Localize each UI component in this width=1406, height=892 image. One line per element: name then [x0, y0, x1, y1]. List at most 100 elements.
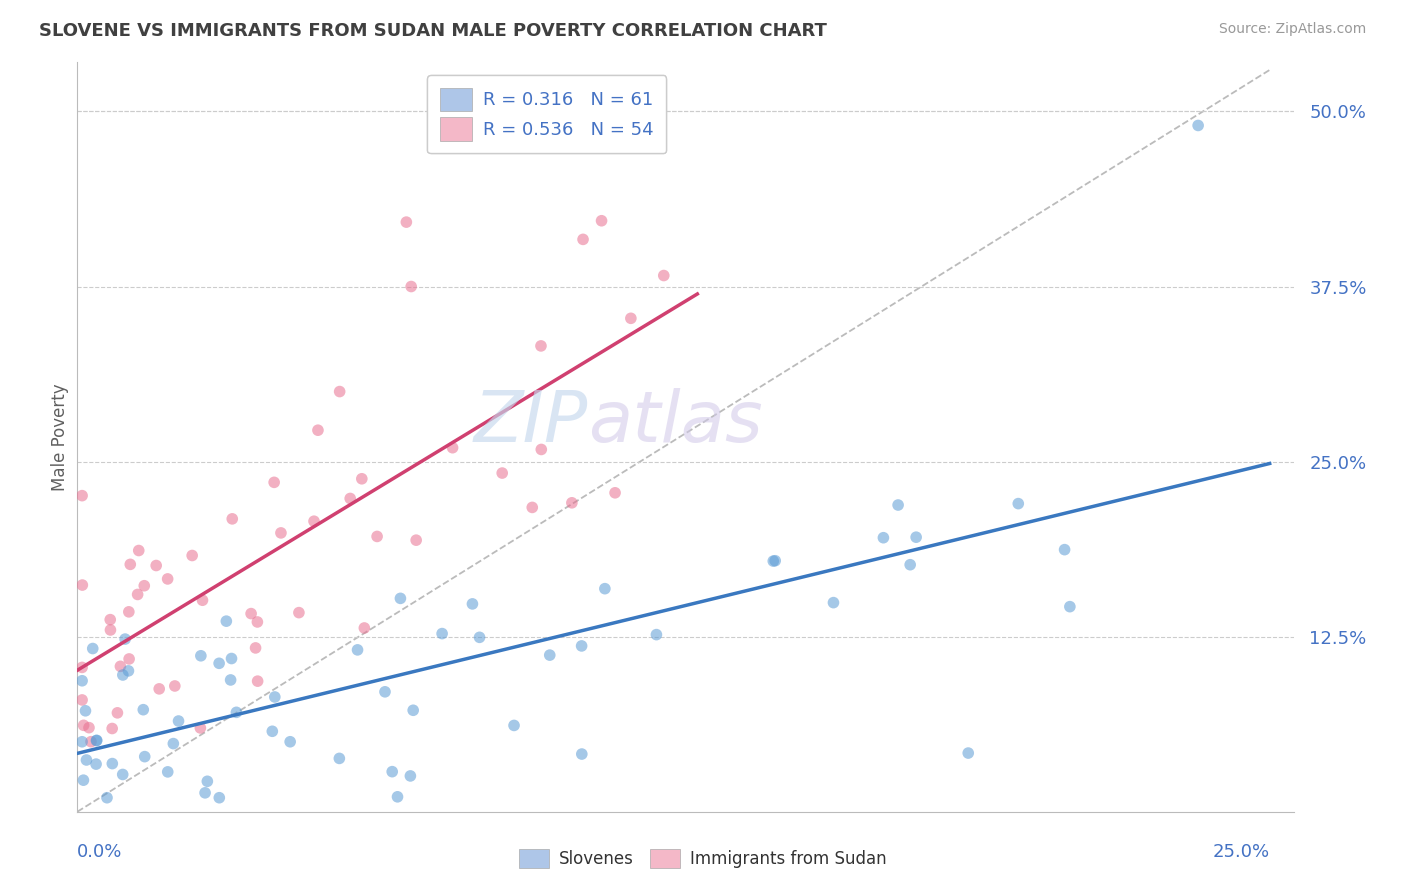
Point	[117, 664, 139, 678]
Point	[221, 512, 243, 526]
Point	[194, 786, 217, 800]
Point	[346, 643, 368, 657]
Point	[603, 485, 626, 500]
Point	[503, 718, 526, 732]
Legend: Slovenes, Immigrants from Sudan: Slovenes, Immigrants from Sudan	[512, 842, 894, 875]
Point	[957, 746, 980, 760]
Text: ZIP: ZIP	[474, 388, 588, 457]
Point	[101, 756, 124, 771]
Point	[70, 489, 93, 503]
Point	[101, 722, 124, 736]
Point	[461, 597, 484, 611]
Point	[405, 533, 427, 548]
Point	[652, 268, 675, 283]
Point	[145, 558, 167, 573]
Point	[898, 558, 921, 572]
Point	[70, 735, 93, 749]
Point	[530, 339, 553, 353]
Point	[1007, 497, 1029, 511]
Point	[1059, 599, 1081, 614]
Point	[399, 279, 422, 293]
Point	[387, 789, 409, 804]
Point	[72, 773, 94, 788]
Point	[389, 591, 412, 606]
Y-axis label: Male Poverty: Male Poverty	[51, 384, 69, 491]
Point	[128, 543, 150, 558]
Point	[225, 706, 247, 720]
Point	[1187, 119, 1209, 133]
Point	[70, 693, 93, 707]
Point	[191, 593, 214, 607]
Point	[571, 747, 593, 761]
Point	[118, 652, 141, 666]
Point	[77, 721, 100, 735]
Point	[80, 734, 103, 748]
Text: Source: ZipAtlas.com: Source: ZipAtlas.com	[1219, 22, 1367, 37]
Point	[762, 554, 785, 568]
Point	[86, 733, 108, 747]
Point	[148, 681, 170, 696]
Point	[270, 525, 292, 540]
Point	[156, 572, 179, 586]
Point	[219, 673, 242, 687]
Point	[134, 749, 156, 764]
Point	[328, 751, 350, 765]
Point	[645, 627, 668, 641]
Point	[430, 626, 453, 640]
Point	[195, 774, 218, 789]
Point	[114, 632, 136, 646]
Point	[208, 790, 231, 805]
Point	[96, 790, 118, 805]
Point	[86, 733, 108, 747]
Point	[538, 648, 561, 662]
Text: 25.0%: 25.0%	[1212, 843, 1270, 861]
Point	[905, 530, 928, 544]
Point	[84, 757, 107, 772]
Point	[468, 631, 491, 645]
Point	[127, 587, 149, 601]
Point	[245, 640, 267, 655]
Point	[190, 648, 212, 663]
Point	[366, 529, 388, 543]
Point	[402, 703, 425, 717]
Point	[221, 651, 243, 665]
Point	[240, 607, 263, 621]
Point	[190, 721, 212, 735]
Point	[571, 639, 593, 653]
Text: SLOVENE VS IMMIGRANTS FROM SUDAN MALE POVERTY CORRELATION CHART: SLOVENE VS IMMIGRANTS FROM SUDAN MALE PO…	[39, 22, 827, 40]
Point	[70, 660, 93, 674]
Point	[82, 641, 104, 656]
Point	[156, 764, 179, 779]
Text: atlas: atlas	[588, 388, 762, 457]
Point	[208, 657, 231, 671]
Point	[75, 704, 97, 718]
Point	[339, 491, 361, 506]
Point	[215, 614, 238, 628]
Point	[246, 615, 269, 629]
Point	[329, 384, 352, 399]
Point	[278, 735, 301, 749]
Point	[288, 606, 311, 620]
Legend: R = 0.316   N = 61, R = 0.536   N = 54: R = 0.316 N = 61, R = 0.536 N = 54	[427, 75, 666, 153]
Point	[263, 690, 285, 704]
Point	[530, 442, 553, 457]
Point	[107, 706, 129, 720]
Point	[620, 311, 643, 326]
Point	[593, 582, 616, 596]
Point	[591, 213, 613, 227]
Point	[522, 500, 544, 515]
Point	[561, 496, 583, 510]
Point	[118, 605, 141, 619]
Point	[381, 764, 404, 779]
Point	[395, 215, 418, 229]
Point	[262, 724, 284, 739]
Point	[111, 767, 134, 781]
Point	[167, 714, 190, 728]
Point	[1053, 542, 1076, 557]
Point	[350, 472, 373, 486]
Point	[441, 441, 464, 455]
Point	[302, 514, 325, 528]
Point	[134, 579, 156, 593]
Point	[120, 558, 142, 572]
Point	[100, 623, 122, 637]
